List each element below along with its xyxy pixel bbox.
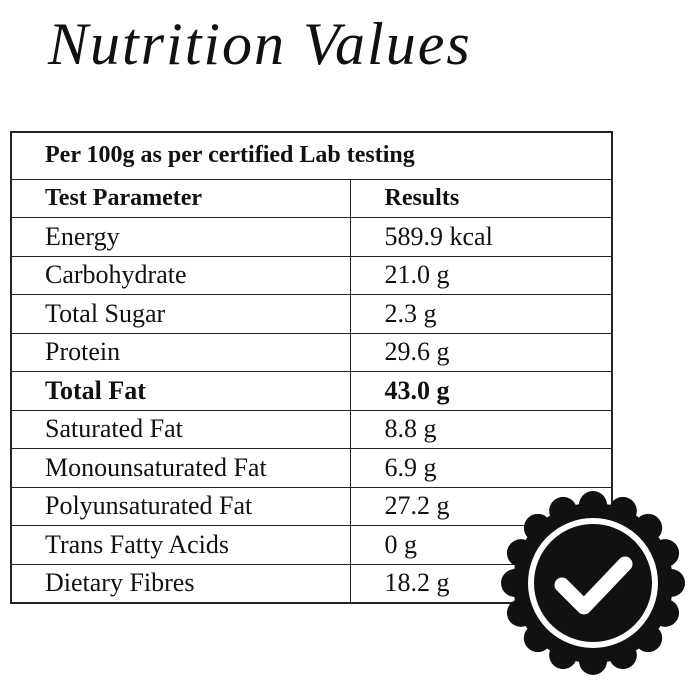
column-header: Test Parameter	[10, 178, 351, 218]
table-row: Total Sugar 2.3 g	[10, 294, 613, 334]
table-body: Per 100g as per certified Lab testing Te…	[10, 131, 613, 603]
parameter-cell: Total Fat	[10, 371, 351, 411]
table-row: Dietary Fibres 18.2 g	[10, 563, 613, 603]
caption: Per 100g as per certified Lab testing	[10, 131, 613, 180]
table-row: Energy 589.9 kcal	[10, 217, 613, 257]
result-cell: 21.0 g	[349, 255, 613, 295]
result-cell: 29.6 g	[349, 332, 613, 372]
parameter-cell: Dietary Fibres	[10, 563, 351, 603]
parameter-cell: Monounsaturated Fat	[10, 448, 351, 488]
table-row: Protein 29.6 g	[10, 332, 613, 372]
parameter-cell: Polyunsaturated Fat	[10, 486, 351, 526]
caption-row: Per 100g as per certified Lab testing	[10, 131, 613, 180]
result-cell: 2.3 g	[349, 294, 613, 334]
result-cell: 6.9 g	[349, 448, 613, 488]
table-row: Total Fat 43.0 g	[10, 371, 613, 411]
parameter-cell: Energy	[10, 217, 351, 257]
parameter-cell: Saturated Fat	[10, 409, 351, 449]
column-header: Results	[349, 178, 613, 218]
nutrition-table: Per 100g as per certified Lab testing Te…	[10, 131, 613, 604]
result-cell: 43.0 g	[349, 371, 613, 411]
header-row: Test Parameter Results	[10, 178, 613, 218]
result-cell: 589.9 kcal	[349, 217, 613, 257]
table-row: Carbohydrate 21.0 g	[10, 255, 613, 295]
title: Nutrition Values	[48, 11, 472, 77]
table-row: Monounsaturated Fat 6.9 g	[10, 448, 613, 488]
parameter-cell: Protein	[10, 332, 351, 372]
parameter-cell: Carbohydrate	[10, 255, 351, 295]
parameter-cell: Trans Fatty Acids	[10, 525, 351, 565]
result-cell: 8.8 g	[349, 409, 613, 449]
check-badge	[501, 491, 685, 675]
table-row: Saturated Fat 8.8 g	[10, 409, 613, 449]
parameter-cell: Total Sugar	[10, 294, 351, 334]
